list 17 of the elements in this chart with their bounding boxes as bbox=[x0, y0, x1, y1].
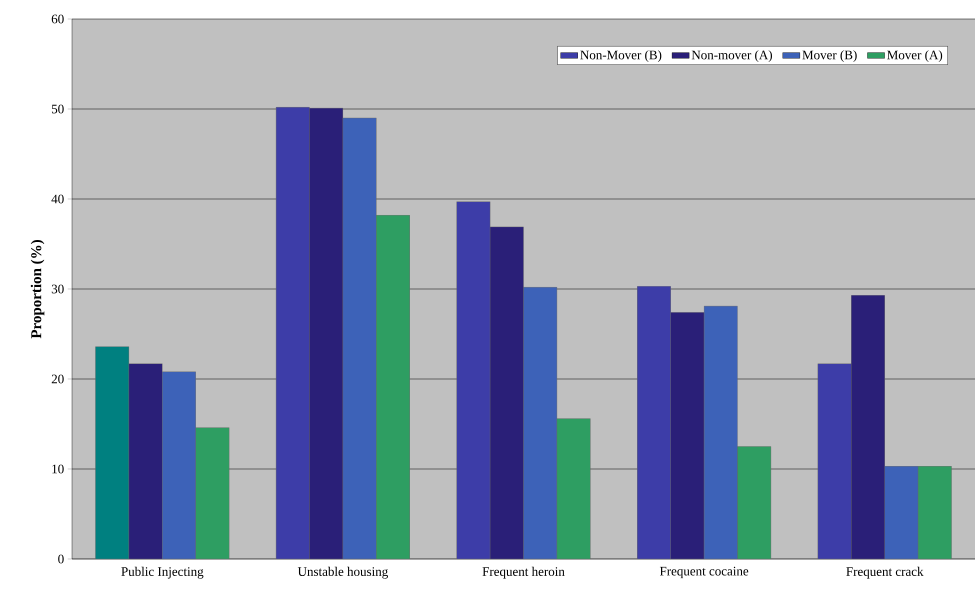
legend-label: Mover (A) bbox=[887, 50, 942, 62]
x-tick-label: Frequent cocaine bbox=[660, 566, 748, 578]
legend-label: Mover (B) bbox=[802, 50, 857, 62]
y-tick-label: 60 bbox=[52, 14, 64, 24]
y-tick-label: 30 bbox=[52, 284, 64, 294]
y-tick-label: 10 bbox=[52, 464, 64, 474]
legend-label: Non-Mover (B) bbox=[580, 50, 662, 62]
y-tick-label: 0 bbox=[58, 554, 64, 564]
y-tick-label: 20 bbox=[52, 374, 64, 384]
x-tick-label: Frequent heroin bbox=[482, 566, 565, 579]
y-tick-label: 40 bbox=[51, 194, 64, 204]
y-tick-label: 50 bbox=[52, 104, 64, 114]
legend-label: Non-mover (A) bbox=[692, 50, 772, 62]
x-tick-label: Unstable housing bbox=[298, 566, 388, 579]
x-tick-label: Frequent crack bbox=[846, 566, 924, 579]
x-tick-label: Public Injecting bbox=[121, 566, 204, 579]
y-axis-title: Proportion (%) bbox=[30, 240, 44, 338]
